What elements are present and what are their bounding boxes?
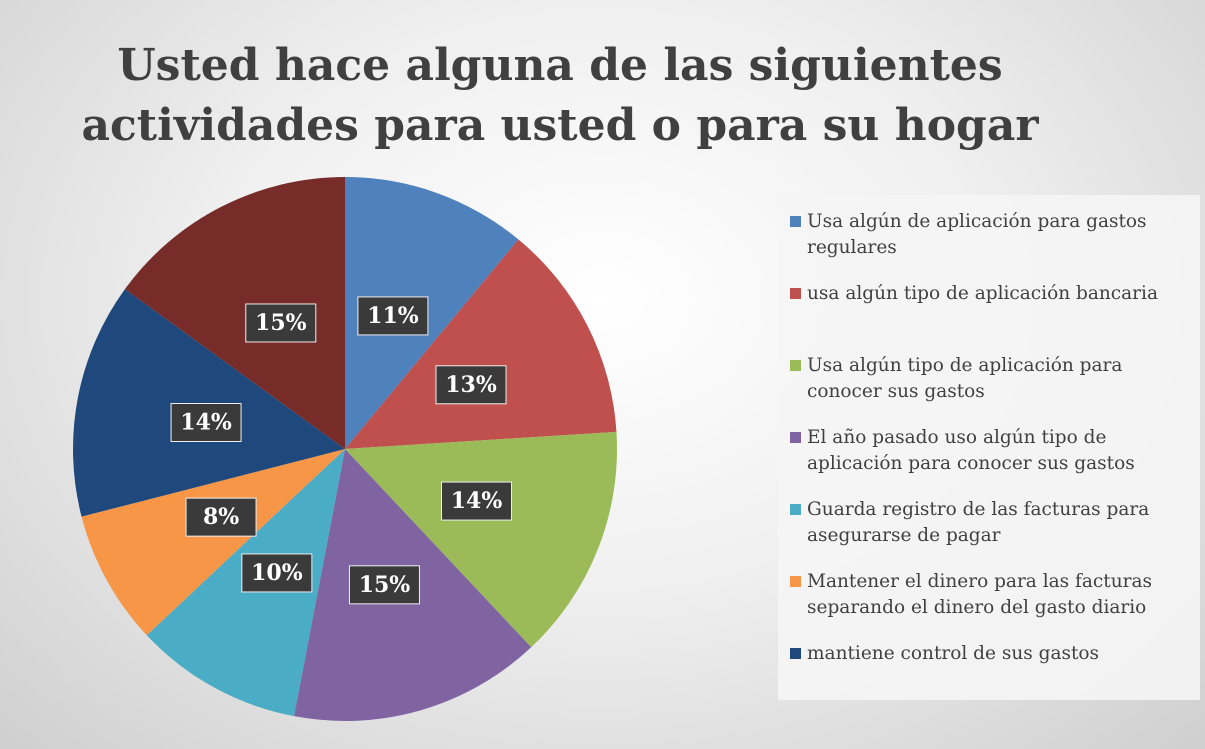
legend: Usa algún de aplicación para gastos regu… xyxy=(778,195,1200,700)
legend-item: usa algún tipo de aplicación bancaria xyxy=(790,281,1190,353)
legend-swatch xyxy=(790,648,801,659)
pie-slice xyxy=(345,431,617,648)
legend-swatch xyxy=(790,504,801,515)
label-box xyxy=(185,497,257,537)
pie-slice xyxy=(124,177,345,449)
data-label: 15% xyxy=(348,565,420,605)
legend-label: Usa algún tipo de aplicación para conoce… xyxy=(807,355,1123,402)
data-label: 15% xyxy=(245,303,317,343)
legend-label: usa algún tipo de aplicación bancaria xyxy=(807,283,1158,304)
data-label-text: 10% xyxy=(251,560,303,586)
legend-swatch xyxy=(790,432,801,443)
label-box xyxy=(348,565,420,605)
legend-item: Guarda registro de las facturas para ase… xyxy=(790,497,1190,569)
data-label-text: 8% xyxy=(203,504,239,530)
pie-slice xyxy=(345,177,519,449)
data-label: 8% xyxy=(185,497,257,537)
data-label-text: 13% xyxy=(445,372,497,398)
label-box xyxy=(245,303,317,343)
data-label: 13% xyxy=(435,365,507,405)
label-box xyxy=(241,553,313,593)
label-box xyxy=(441,481,513,521)
pie-slice xyxy=(81,449,345,636)
chart-title: Usted hace alguna de las siguientes acti… xyxy=(81,40,1039,151)
legend-item: El año pasado uso algún tipo de aplicaci… xyxy=(790,425,1190,497)
legend-item: Usa algún tipo de aplicación para conoce… xyxy=(790,353,1190,425)
legend-swatch xyxy=(790,288,801,299)
legend-label: Usa algún de aplicación para gastos regu… xyxy=(807,211,1147,258)
pie-slice xyxy=(345,239,617,449)
label-box xyxy=(170,402,242,442)
data-label-text: 14% xyxy=(451,488,503,514)
legend-swatch xyxy=(790,216,801,227)
legend-label: Guarda registro de las facturas para ase… xyxy=(807,499,1150,546)
legend-label: El año pasado uso algún tipo de aplicaci… xyxy=(807,427,1135,474)
legend-item: Mantener el dinero para las facturas sep… xyxy=(790,569,1190,641)
data-label-text: 14% xyxy=(180,409,232,435)
data-label: 14% xyxy=(441,481,513,521)
legend-swatch xyxy=(790,576,801,587)
label-box xyxy=(357,296,429,336)
data-label-text: 15% xyxy=(359,572,411,598)
legend-item: Usa algún de aplicación para gastos regu… xyxy=(790,209,1190,281)
data-label-text: 11% xyxy=(367,303,419,329)
legend-swatch xyxy=(790,360,801,371)
legend-label: Mantener el dinero para las facturas sep… xyxy=(807,571,1152,618)
data-label: 14% xyxy=(170,402,242,442)
pie-slice xyxy=(72,289,345,517)
data-label: 10% xyxy=(241,553,313,593)
data-label-text: 15% xyxy=(255,310,307,336)
data-label: 11% xyxy=(357,296,429,336)
legend-item: mantiene control de sus gastos xyxy=(790,641,1190,713)
label-box xyxy=(435,365,507,405)
legend-label: mantiene control de sus gastos xyxy=(807,643,1100,664)
